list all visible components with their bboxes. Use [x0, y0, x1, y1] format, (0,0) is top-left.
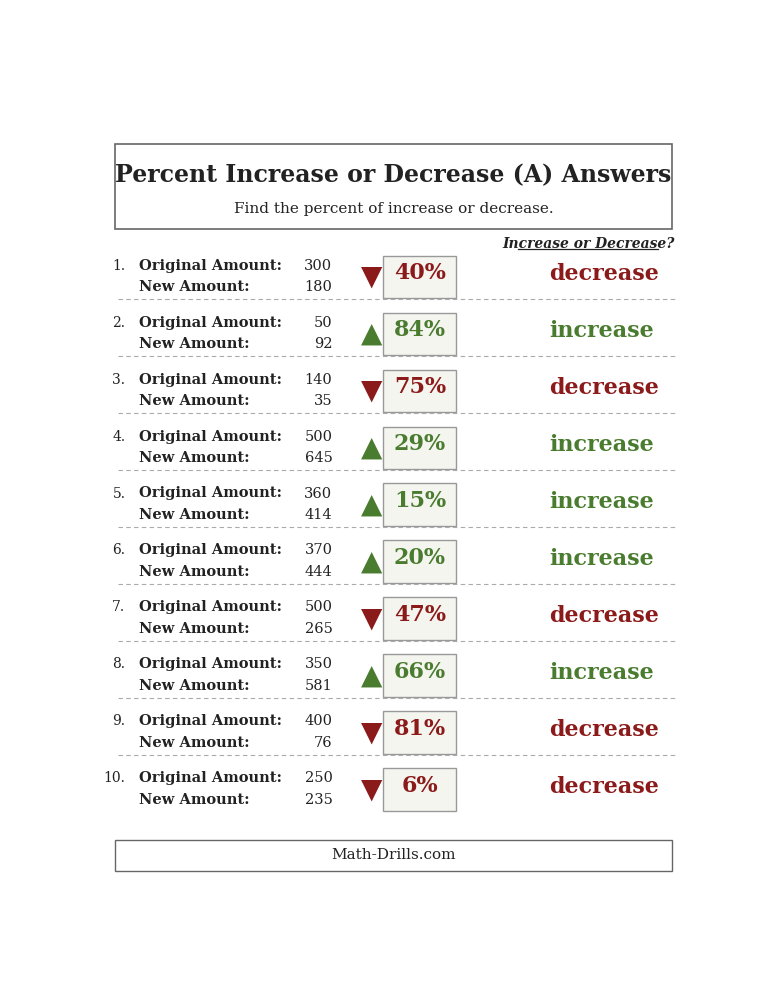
Text: 235: 235 [304, 793, 333, 807]
Text: decrease: decrease [549, 377, 659, 399]
Text: Original Amount:: Original Amount: [139, 657, 282, 671]
Text: 444: 444 [305, 565, 333, 580]
Text: 2.: 2. [112, 315, 125, 330]
Text: Percent Increase or Decrease (A) Answers: Percent Increase or Decrease (A) Answers [115, 163, 672, 187]
Text: New Amount:: New Amount: [139, 508, 250, 522]
Text: ▼: ▼ [360, 719, 382, 746]
FancyBboxPatch shape [382, 768, 456, 811]
Text: 1.: 1. [112, 258, 125, 272]
Text: New Amount:: New Amount: [139, 337, 250, 351]
FancyBboxPatch shape [382, 370, 456, 412]
Text: Math-Drills.com: Math-Drills.com [331, 849, 456, 863]
Text: New Amount:: New Amount: [139, 394, 250, 409]
FancyBboxPatch shape [382, 597, 456, 640]
Text: 10.: 10. [104, 771, 125, 785]
Text: 8.: 8. [112, 657, 125, 671]
Text: 500: 500 [304, 429, 333, 443]
Text: 400: 400 [304, 715, 333, 729]
Text: 29%: 29% [394, 433, 446, 455]
Text: Original Amount:: Original Amount: [139, 258, 282, 272]
Text: 350: 350 [304, 657, 333, 671]
FancyBboxPatch shape [382, 654, 456, 697]
Text: 360: 360 [304, 486, 333, 501]
Text: New Amount:: New Amount: [139, 451, 250, 465]
Text: 645: 645 [304, 451, 333, 465]
Text: 500: 500 [304, 600, 333, 614]
Text: 6%: 6% [402, 775, 439, 797]
Text: 180: 180 [304, 280, 333, 294]
Text: Original Amount:: Original Amount: [139, 315, 282, 330]
Text: ▼: ▼ [360, 377, 382, 405]
Text: 66%: 66% [394, 661, 446, 683]
Text: 140: 140 [305, 373, 333, 387]
Text: Original Amount:: Original Amount: [139, 373, 282, 387]
FancyBboxPatch shape [382, 426, 456, 469]
Text: 76: 76 [314, 736, 333, 750]
Text: New Amount:: New Amount: [139, 565, 250, 580]
Text: Find the percent of increase or decrease.: Find the percent of increase or decrease… [233, 202, 554, 216]
FancyBboxPatch shape [382, 712, 456, 753]
Text: ▼: ▼ [360, 775, 382, 803]
Text: ▲: ▲ [360, 433, 382, 461]
Text: ▲: ▲ [360, 548, 382, 576]
Text: 92: 92 [314, 337, 333, 351]
FancyBboxPatch shape [382, 483, 456, 526]
Text: Original Amount:: Original Amount: [139, 771, 282, 785]
Text: 35: 35 [314, 394, 333, 409]
Text: ▲: ▲ [360, 661, 382, 689]
Text: 5.: 5. [112, 486, 125, 501]
Text: Original Amount:: Original Amount: [139, 544, 282, 558]
Text: increase: increase [549, 320, 654, 342]
Text: 250: 250 [304, 771, 333, 785]
Text: 370: 370 [304, 544, 333, 558]
Text: New Amount:: New Amount: [139, 679, 250, 693]
FancyBboxPatch shape [115, 840, 672, 871]
Text: 300: 300 [304, 258, 333, 272]
FancyBboxPatch shape [382, 255, 456, 298]
Text: Original Amount:: Original Amount: [139, 600, 282, 614]
Text: New Amount:: New Amount: [139, 622, 250, 636]
Text: 20%: 20% [394, 547, 446, 570]
Text: New Amount:: New Amount: [139, 793, 250, 807]
Text: 75%: 75% [394, 377, 446, 399]
Text: 3.: 3. [112, 373, 125, 387]
Text: Original Amount:: Original Amount: [139, 486, 282, 501]
Text: increase: increase [549, 491, 654, 513]
Text: 414: 414 [305, 508, 333, 522]
Text: 15%: 15% [394, 490, 446, 512]
Text: 7.: 7. [112, 600, 125, 614]
Text: ▼: ▼ [360, 604, 382, 632]
Text: decrease: decrease [549, 776, 659, 798]
Text: Increase or Decrease?: Increase or Decrease? [502, 237, 674, 251]
Text: ▲: ▲ [360, 490, 382, 518]
Text: decrease: decrease [549, 605, 659, 627]
Text: New Amount:: New Amount: [139, 280, 250, 294]
Text: Original Amount:: Original Amount: [139, 715, 282, 729]
Text: increase: increase [549, 548, 654, 570]
Text: 9.: 9. [112, 715, 125, 729]
FancyBboxPatch shape [382, 541, 456, 582]
Text: 81%: 81% [394, 718, 446, 741]
Text: increase: increase [549, 434, 654, 456]
Text: decrease: decrease [549, 719, 659, 741]
Text: 6.: 6. [112, 544, 125, 558]
Text: 581: 581 [305, 679, 333, 693]
FancyBboxPatch shape [382, 312, 456, 355]
Text: 40%: 40% [394, 262, 446, 284]
Text: New Amount:: New Amount: [139, 736, 250, 750]
Text: ▲: ▲ [360, 319, 382, 347]
FancyBboxPatch shape [115, 144, 672, 229]
Text: increase: increase [549, 662, 654, 684]
Text: ▼: ▼ [360, 262, 382, 290]
Text: 84%: 84% [394, 319, 446, 341]
Text: 50: 50 [314, 315, 333, 330]
Text: 4.: 4. [112, 429, 125, 443]
Text: Original Amount:: Original Amount: [139, 429, 282, 443]
Text: decrease: decrease [549, 263, 659, 285]
Text: 47%: 47% [394, 604, 446, 626]
Text: 265: 265 [304, 622, 333, 636]
